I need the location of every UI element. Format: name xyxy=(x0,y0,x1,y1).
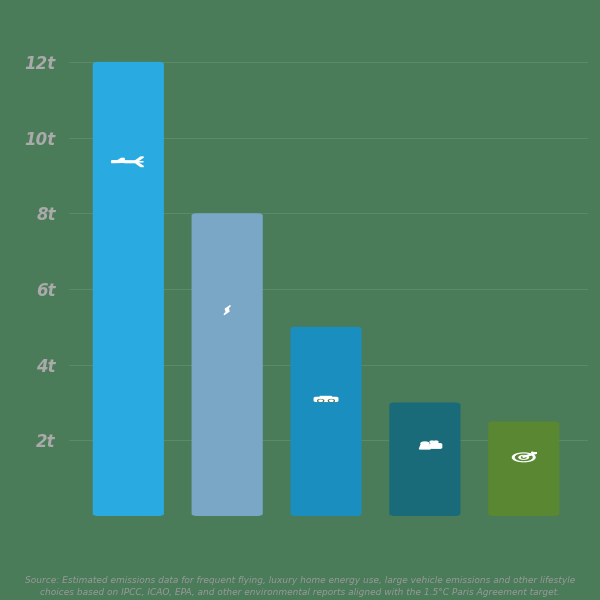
Text: Source: Estimated emissions data for frequent flying, luxury home energy use, la: Source: Estimated emissions data for fre… xyxy=(25,576,575,597)
Polygon shape xyxy=(532,452,537,453)
Polygon shape xyxy=(523,453,537,457)
FancyBboxPatch shape xyxy=(93,62,164,516)
Circle shape xyxy=(317,400,324,402)
Bar xyxy=(191,213,263,516)
Circle shape xyxy=(319,400,322,401)
Polygon shape xyxy=(430,442,438,443)
Circle shape xyxy=(515,454,532,461)
Bar xyxy=(290,327,362,516)
Circle shape xyxy=(519,455,529,459)
Polygon shape xyxy=(124,157,143,167)
FancyBboxPatch shape xyxy=(430,444,442,448)
Polygon shape xyxy=(224,305,230,314)
Polygon shape xyxy=(419,445,430,449)
Circle shape xyxy=(430,441,434,443)
Bar xyxy=(389,403,460,516)
FancyBboxPatch shape xyxy=(389,403,460,516)
Circle shape xyxy=(521,457,526,458)
Circle shape xyxy=(330,400,333,401)
FancyBboxPatch shape xyxy=(191,213,263,516)
Circle shape xyxy=(512,453,535,461)
Bar xyxy=(93,62,164,516)
Circle shape xyxy=(328,400,334,402)
FancyBboxPatch shape xyxy=(290,327,362,516)
Polygon shape xyxy=(112,158,124,161)
Circle shape xyxy=(421,442,429,445)
Circle shape xyxy=(434,441,438,443)
Polygon shape xyxy=(320,397,333,398)
FancyBboxPatch shape xyxy=(488,421,559,516)
FancyBboxPatch shape xyxy=(314,397,338,401)
Bar xyxy=(488,421,559,516)
Polygon shape xyxy=(112,161,143,163)
